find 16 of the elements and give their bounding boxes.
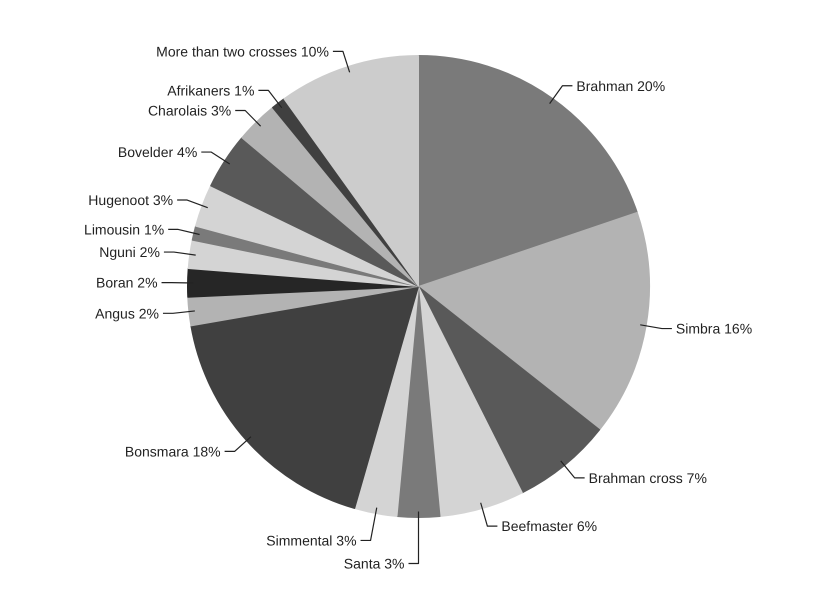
slice-label: Afrikaners 1% [167,82,254,98]
slice-label: Santa 3% [344,556,405,572]
slice-label: More than two crosses 10% [156,43,329,60]
slice-label: Beefmaster 6% [501,518,598,534]
slice-label: Brahman cross 7% [588,470,707,486]
slice-label: Bonsmara 18% [124,443,221,460]
slice-label: Simmental 3% [266,532,357,548]
slice-label: Nguni 2% [99,244,160,260]
slice-label: Charolais 3% [148,102,232,118]
slice-label: Limousin 1% [84,221,164,238]
slice-label: Hugenoot 3% [88,192,174,208]
slice-label: Angus 2% [95,305,159,322]
slice-label: Brahman 20% [576,78,666,94]
slice-label: Simbra 16% [676,320,752,337]
slice-label: Boran 2% [96,274,158,291]
slice-label: Bovelder 4% [118,144,198,160]
